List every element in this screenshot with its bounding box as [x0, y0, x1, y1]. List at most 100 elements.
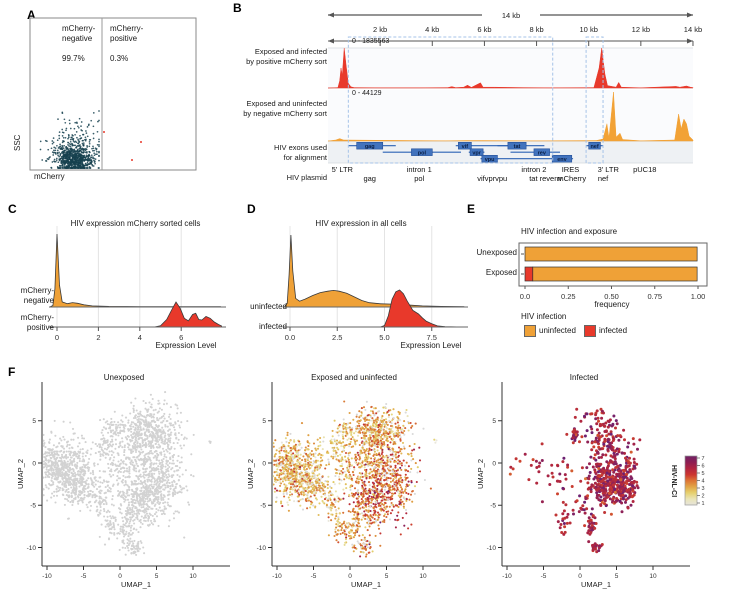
svg-text:-10: -10	[27, 545, 37, 552]
svg-text:0.0: 0.0	[285, 333, 295, 342]
track2-label-line1: Exposed and uninfected	[246, 99, 327, 108]
panel-e-legend-title: HIV infection	[521, 312, 567, 321]
legend-swatch-uninfected	[524, 325, 536, 337]
svg-text:5: 5	[385, 573, 389, 580]
svg-text:-10: -10	[42, 573, 52, 580]
exon-track-label: HIV exons used for alignment	[197, 143, 327, 162]
svg-text:pol: pol	[418, 150, 427, 156]
svg-text:intron 1: intron 1	[407, 165, 432, 174]
svg-text:-5: -5	[81, 573, 87, 580]
panel-b-label: B	[233, 1, 242, 15]
svg-text:2 kb: 2 kb	[373, 25, 387, 34]
plasmid-track-label: HIV plasmid	[286, 173, 327, 182]
svg-text:4 kb: 4 kb	[425, 25, 439, 34]
track2-label-line2: by negative mCherry sort	[243, 108, 327, 118]
svg-text:0.75: 0.75	[647, 292, 662, 301]
panel-a-label: A	[27, 8, 36, 22]
svg-text:14 kb: 14 kb	[684, 25, 702, 34]
legend-label-infected: infected	[599, 326, 628, 335]
gate-negative-title-1: mCherry-	[62, 24, 96, 33]
svg-text:4: 4	[138, 333, 142, 342]
legend-label-uninfected: uninfected	[539, 326, 576, 335]
svg-text:gag: gag	[363, 174, 376, 183]
svg-text:0: 0	[348, 573, 352, 580]
panel-a-xlabel: mCherry	[34, 172, 65, 181]
svg-text:7.5: 7.5	[427, 333, 437, 342]
panel-f-title-infected: Infected	[569, 373, 599, 382]
panel-e-barchart: 0.0 0.25 0.50 0.75 1.00	[518, 242, 708, 301]
svg-text:mCherry: mCherry	[557, 174, 586, 183]
svg-text:tat revenv: tat revenv	[529, 174, 562, 183]
svg-text:6 kb: 6 kb	[477, 25, 491, 34]
panel-c-cat-negative: mCherry- negative	[2, 286, 54, 306]
panel-f-label: F	[8, 365, 16, 379]
panel-c-label: C	[8, 202, 17, 216]
panel-d-cat-infected: infected	[258, 322, 287, 331]
panel-e-xlabel: frequency	[594, 300, 630, 309]
svg-text:5: 5	[155, 573, 159, 580]
svg-text:-10: -10	[272, 573, 282, 580]
panel-c-cat1-line2: negative	[23, 296, 54, 305]
svg-text:nef: nef	[598, 174, 609, 183]
svg-text:0.50: 0.50	[604, 292, 619, 301]
svg-text:intron 2: intron 2	[521, 165, 546, 174]
exon-track-label-line1: HIV exons used	[274, 143, 327, 152]
svg-text:0.0: 0.0	[520, 292, 530, 301]
svg-text:10: 10	[189, 573, 197, 580]
panel-f-umap-exposed-uninfected: -10 -5 0 5 10 5 0 -5 -10 UMAP_1 UMAP_2	[246, 378, 460, 589]
svg-text:-10: -10	[257, 545, 267, 552]
track1-range-label: 0 - 1835563	[352, 38, 390, 45]
panel-c-cat-positive: mCherry- positive	[2, 313, 54, 333]
track2-label: Exposed and uninfected by negative mCher…	[197, 99, 327, 118]
legend-swatch-infected	[584, 325, 596, 337]
svg-text:UMAP_2: UMAP_2	[246, 459, 255, 489]
panel-b-coverage-tracks: 14 kb 2 kb 4 kb 6 kb 8 kb 10 kb 12 kb 14 kb gag p…	[327, 11, 702, 183]
gate-positive-title-2: positive	[110, 34, 138, 43]
panel-d-label: D	[247, 202, 256, 216]
svg-text:0: 0	[262, 460, 266, 467]
svg-text:0: 0	[118, 573, 122, 580]
panel-f-title-exposed-uninfected: Exposed and uninfected	[311, 373, 397, 382]
panel-f-title-unexposed: Unexposed	[103, 373, 145, 382]
svg-text:6: 6	[179, 333, 183, 342]
svg-text:pUC18: pUC18	[633, 165, 656, 174]
exon-track-label-line2: for alignment	[283, 152, 327, 162]
panel-c-ridgeplot: 0 2 4 6	[49, 226, 226, 342]
svg-text:gag: gag	[365, 144, 375, 150]
svg-text:-5: -5	[260, 503, 266, 510]
panel-e-cat-exposed: Exposed	[485, 268, 517, 277]
panel-c-xlabel: Expression Level	[155, 341, 217, 350]
svg-text:0.25: 0.25	[561, 292, 576, 301]
gate-positive-title-1: mCherry-	[110, 24, 144, 33]
track2-range-label: 0 - 44129	[352, 90, 382, 97]
svg-text:vpr: vpr	[472, 150, 481, 156]
svg-text:IRES: IRES	[562, 165, 580, 174]
panel-d-xlabel: Expression Level	[400, 341, 462, 350]
panel-c-title: HIV expression mCherry sorted cells	[70, 219, 201, 228]
svg-text:rev: rev	[538, 150, 547, 156]
svg-text:5' LTR: 5' LTR	[332, 165, 354, 174]
gate-negative-percent: 99.7%	[62, 54, 85, 63]
svg-text:12 kb: 12 kb	[632, 25, 650, 34]
gate-positive-percent: 0.3%	[110, 54, 129, 63]
svg-text:vif: vif	[462, 144, 469, 150]
svg-text:8 kb: 8 kb	[529, 25, 543, 34]
svg-text:tat: tat	[514, 144, 521, 150]
svg-text:-5: -5	[30, 503, 36, 510]
panel-a-ylabel: SSC	[13, 134, 22, 151]
svg-text:14 kb: 14 kb	[502, 11, 520, 20]
track1-label-line1: Exposed and infected	[254, 47, 327, 56]
panel-e-cat-unexposed: Unexposed	[476, 248, 517, 257]
panel-f-umap-unexposed: -10 -5 0 5 10 5 0 -5 -10 UMAP_1 UMAP_2	[16, 382, 230, 589]
svg-text:UMAP_2: UMAP_2	[16, 459, 25, 489]
panel-e-title: HIV infection and exposure	[521, 227, 618, 236]
track1-label-line2: by positive mCherry sort	[246, 56, 327, 66]
svg-text:2.5: 2.5	[332, 333, 342, 342]
svg-text:10: 10	[419, 573, 427, 580]
svg-text:2: 2	[96, 333, 100, 342]
svg-text:5: 5	[32, 418, 36, 425]
panel-e-label: E	[467, 202, 476, 216]
